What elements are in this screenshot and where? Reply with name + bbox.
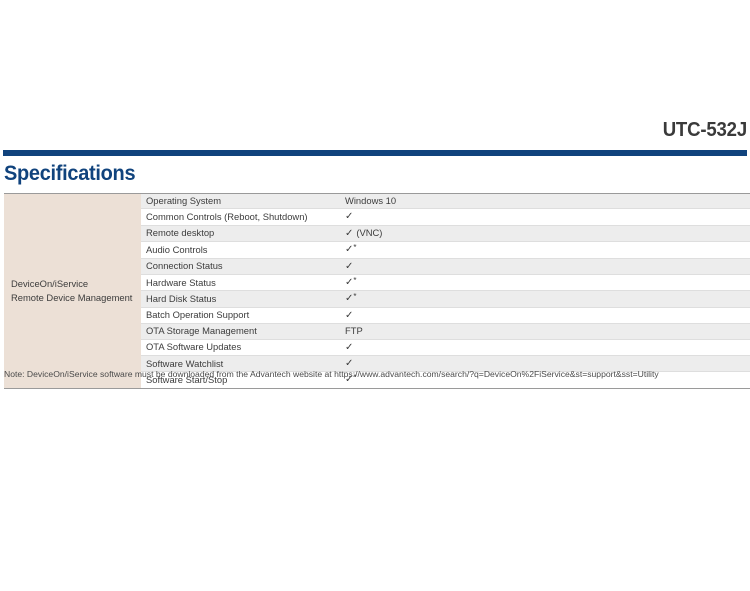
table-row: Audio Controls ✓* [4,241,750,259]
spec-item-label: Software Watchlist [141,355,341,373]
spec-item-label: Batch Operation Support [141,307,341,325]
spec-category-label-line1: DeviceOn/iService [11,277,89,289]
table-row: Batch Operation Support ✓ [4,307,750,325]
table-row: OTA Storage Management FTP [4,323,750,340]
asterisk-icon: * [353,292,357,302]
spec-value-text: Windows 10 [345,195,397,206]
table-row: DeviceOn/iService Remote Device Managemen… [4,193,750,389]
table-row: Software Watchlist ✓ [4,355,750,373]
spec-item-label: OTA Storage Management [141,323,341,340]
spec-item-value: Windows 10 [341,193,750,210]
checkmark-icon: ✓ [345,341,354,353]
spec-item-value: ✓* [341,371,750,389]
checkmark-icon: ✓ [345,244,354,256]
table-row: Hard Disk Status ✓* [4,290,750,308]
checkmark-icon: ✓ [345,227,354,239]
spec-item-value: ✓ (VNC) [341,225,750,243]
spec-item-label: Hardware Status [141,274,341,292]
checkmark-icon: ✓ [345,358,354,370]
checkmark-icon: ✓ [345,260,354,272]
spec-item-value: ✓* [341,290,750,308]
spec-item-value: ✓ [341,307,750,325]
asterisk-icon: * [353,276,357,286]
table-row: Remote desktop ✓ (VNC) [4,225,750,243]
table-row: Hardware Status ✓* [4,274,750,292]
section-heading-specifications: Specifications [4,162,136,185]
spec-item-label: Remote desktop [141,225,341,243]
table-row: Common Controls (Reboot, Shutdown) ✓ [4,208,750,226]
spec-item-value: FTP [341,323,750,340]
table-row: Software Start/Stop ✓* [4,371,750,389]
spec-value-suffix: (VNC) [356,226,383,238]
checkmark-icon: ✓ [345,211,354,223]
spec-item-label: OTA Software Updates [141,339,341,357]
spec-category-label-line2: Remote Device Management [11,291,133,303]
spec-item-value: ✓* [341,274,750,292]
asterisk-icon: * [353,243,357,253]
spec-item-value: ✓ [341,258,750,276]
checkmark-icon: ✓ [345,374,354,386]
spec-item-value: ✓ [341,208,750,226]
checkmark-icon: ✓ [345,309,354,321]
spec-item-value: ✓ [341,339,750,357]
checkmark-icon: ✓ [345,277,354,289]
table-row: Connection Status ✓ [4,258,750,276]
specifications-table: DeviceOn/iService Remote Device Managemen… [4,193,750,389]
spec-item-label: Connection Status [141,258,341,276]
footnote-note: Note: DeviceOn/iService software must be… [4,369,659,379]
table-row: OTA Software Updates ✓ [4,339,750,357]
spec-item-label: Hard Disk Status [141,290,341,308]
specifications-table-container: DeviceOn/iService Remote Device Managemen… [4,193,750,389]
spec-value-text: FTP [345,325,363,337]
spec-item-value: ✓* [341,241,750,259]
asterisk-icon: * [353,373,357,383]
spec-item-label: Common Controls (Reboot, Shutdown) [141,208,341,226]
page-title: UTC-532J [662,119,747,141]
spec-item-label: Operating System [141,193,341,210]
brand-divider [3,150,747,156]
spec-category-cell: DeviceOn/iService Remote Device Managemen… [4,193,141,389]
spec-item-label: Audio Controls [141,241,341,259]
spec-item-label: Software Start/Stop [141,371,341,389]
checkmark-icon: ✓ [345,293,354,305]
spec-item-value: ✓ [341,355,750,373]
